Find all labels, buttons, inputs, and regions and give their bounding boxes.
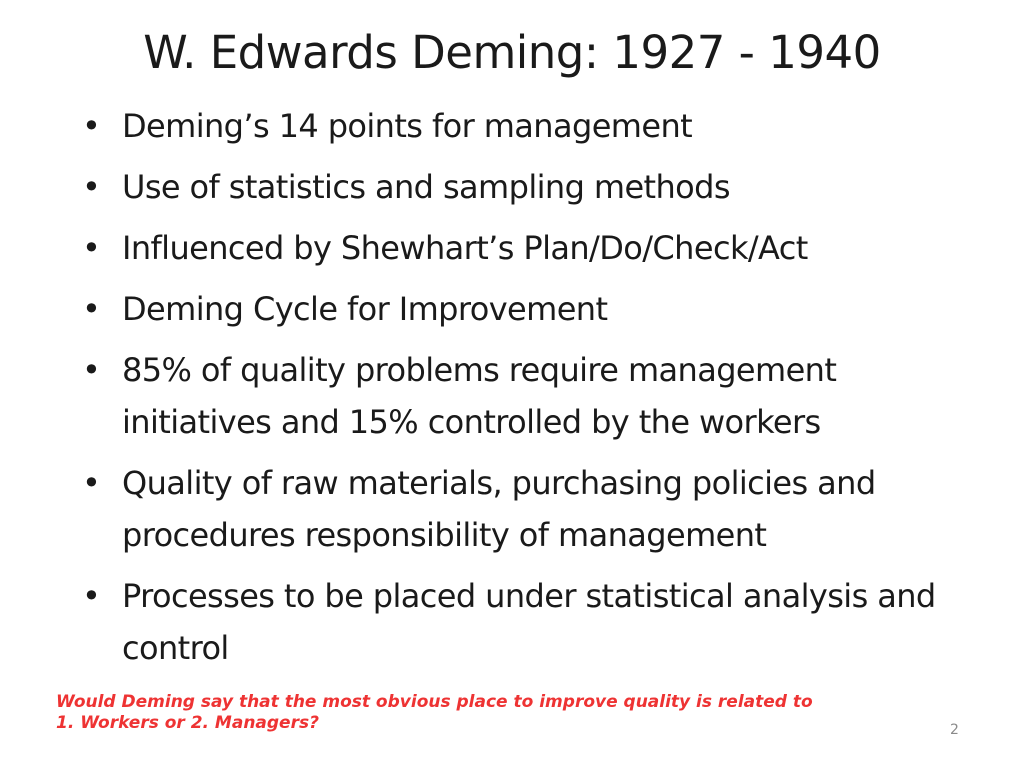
- bullet-marker: •: [82, 290, 101, 328]
- bullet-list: • Deming’s 14 points for management • Us…: [82, 100, 982, 683]
- bullet-text: Deming Cycle for Improvement: [122, 290, 608, 328]
- bullet-marker: •: [82, 107, 101, 145]
- slide-number: 2: [950, 722, 959, 738]
- bullet-item-1: • Deming’s 14 points for management: [82, 100, 982, 152]
- bullet-item-5: • 85% of quality problems require manage…: [82, 344, 982, 448]
- bullet-marker: •: [82, 168, 101, 206]
- discussion-question: Would Deming say that the most obvious p…: [56, 692, 916, 734]
- bullet-marker: •: [82, 464, 101, 502]
- bullet-item-7: • Processes to be placed under statistic…: [82, 570, 982, 674]
- bullet-marker: •: [82, 229, 101, 267]
- slide-title: W. Edwards Deming: 1927 - 1940: [143, 26, 881, 79]
- bullet-text: Processes to be placed under statistical…: [122, 577, 936, 667]
- bullet-item-6: • Quality of raw materials, purchasing p…: [82, 457, 982, 561]
- bullet-marker: •: [82, 577, 101, 615]
- bullet-text: Influenced by Shewhart’s Plan/Do/Check/A…: [122, 229, 808, 267]
- bullet-text: Use of statistics and sampling methods: [122, 168, 731, 206]
- bullet-text: Deming’s 14 points for management: [122, 107, 693, 145]
- question-line-1: Would Deming say that the most obvious p…: [56, 692, 813, 712]
- bullet-item-4: • Deming Cycle for Improvement: [82, 283, 982, 335]
- question-line-2: 1. Workers or 2. Managers?: [56, 713, 319, 733]
- bullet-item-2: • Use of statistics and sampling methods: [82, 161, 982, 213]
- bullet-text: Quality of raw materials, purchasing pol…: [122, 464, 876, 554]
- bullet-marker: •: [82, 351, 101, 389]
- bullet-text: 85% of quality problems require manageme…: [122, 351, 837, 441]
- bullet-item-3: • Influenced by Shewhart’s Plan/Do/Check…: [82, 222, 982, 274]
